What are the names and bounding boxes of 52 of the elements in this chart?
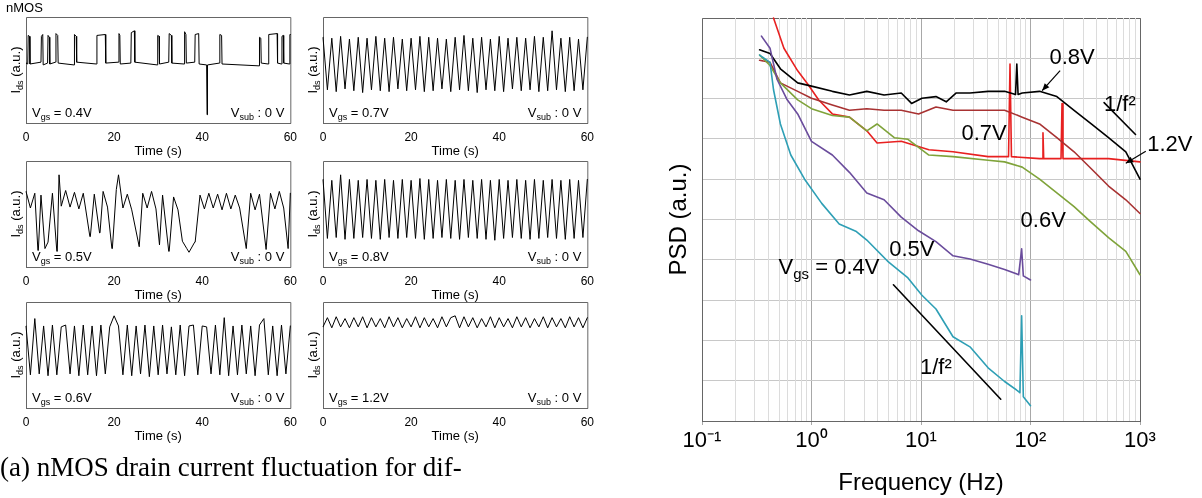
- x-tick-label: 40: [492, 414, 507, 429]
- y-axis-title: Ids (a.u.): [305, 46, 323, 94]
- text: (a) nMOS drain current fluctuation for dif-: [0, 452, 462, 483]
- x-axis-title: Time (s): [134, 427, 182, 443]
- annotation: 0.5V: [889, 235, 935, 261]
- x-tick-label: 10⁰: [795, 427, 828, 453]
- chart-title: nMOS: [6, 0, 44, 15]
- x-tick-label: 0: [22, 414, 30, 429]
- x-tick-label: 60: [283, 129, 298, 144]
- x-tick-label: 10²: [1014, 427, 1047, 453]
- y-axis-title: Ids (a.u.): [8, 331, 26, 379]
- x-axis-title: Time (s): [431, 286, 479, 302]
- y-axis-title: Ids (a.u.): [8, 46, 26, 94]
- x-tick-label: 20: [404, 273, 419, 288]
- x-tick-label: 60: [283, 414, 298, 429]
- x-tick-label: 40: [195, 273, 210, 288]
- x-tick-label: 20: [404, 414, 419, 429]
- x-tick-label: 0: [319, 129, 327, 144]
- x-tick-label: 10⁻¹: [682, 427, 722, 453]
- x-tick-label: 60: [580, 414, 595, 429]
- x-tick-label: 20: [107, 414, 122, 429]
- x-tick-label: 10³: [1124, 427, 1156, 453]
- x-tick-label: 40: [492, 129, 507, 144]
- annotation: 1/f²: [1103, 91, 1136, 117]
- y-axis-title: Ids (a.u.): [305, 331, 323, 379]
- x-tick-label: 60: [580, 273, 595, 288]
- x-tick-label: 40: [492, 273, 507, 288]
- annotation: 0.6V: [1020, 207, 1067, 233]
- x-axis-title: Time (s): [431, 142, 479, 158]
- x-tick-label: 60: [580, 129, 595, 144]
- x-tick-label: 20: [404, 129, 419, 144]
- x-axis-title: Frequency (Hz): [838, 468, 1004, 496]
- y-axis-title: PSD (a.u.): [664, 163, 691, 276]
- annotation: 0.8V: [1049, 44, 1096, 70]
- x-tick-label: 20: [107, 273, 122, 288]
- text: 1.2V: [1147, 131, 1193, 157]
- x-tick-label: 0: [22, 273, 30, 288]
- y-axis-title: Ids (a.u.): [8, 190, 26, 238]
- x-tick-label: 60: [283, 273, 298, 288]
- x-axis-title: Time (s): [134, 286, 182, 302]
- x-tick-label: 10¹: [905, 427, 937, 453]
- annotation: 0.7V: [961, 120, 1008, 146]
- x-tick-label: 40: [195, 414, 210, 429]
- x-tick-label: 40: [195, 129, 210, 144]
- x-tick-label: 0: [319, 273, 327, 288]
- x-tick-label: 0: [319, 414, 327, 429]
- y-axis-title: Ids (a.u.): [305, 190, 323, 238]
- x-tick-label: 20: [107, 129, 122, 144]
- x-axis-title: Time (s): [431, 427, 479, 443]
- annotation: 1/f²: [920, 353, 952, 379]
- x-tick-label: 0: [22, 129, 30, 144]
- x-axis-title: Time (s): [134, 142, 182, 158]
